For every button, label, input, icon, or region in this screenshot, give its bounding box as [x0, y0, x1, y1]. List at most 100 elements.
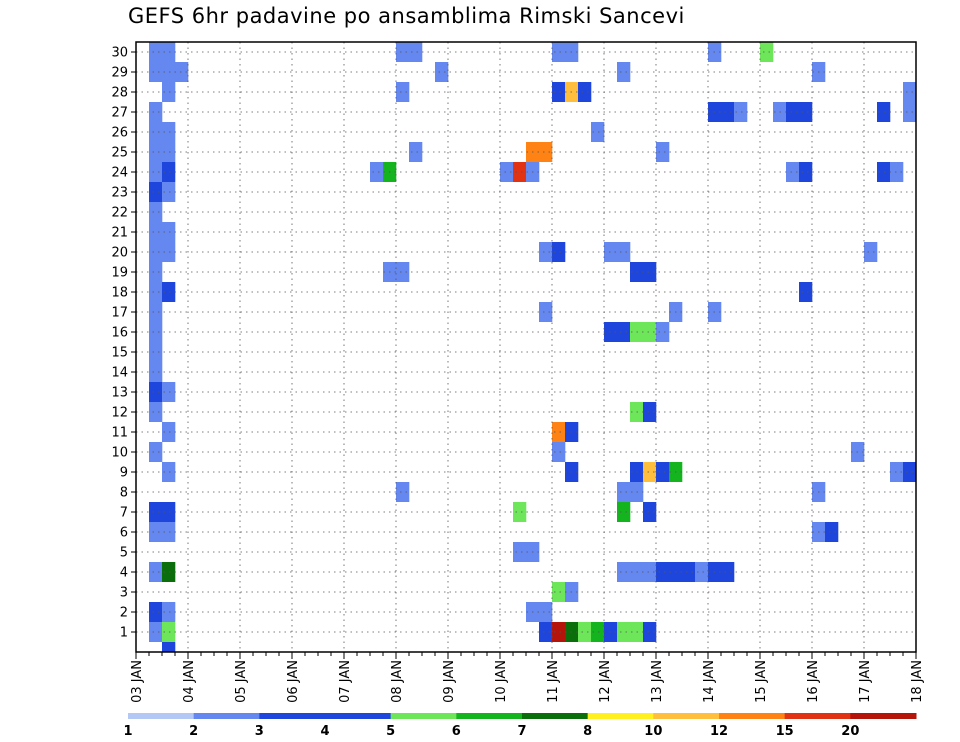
heatmap-cell	[162, 602, 176, 622]
heatmap-cell	[877, 102, 891, 122]
heatmap-cell	[162, 562, 176, 582]
x-tick-label: 15 JAN	[754, 660, 769, 703]
heatmap-cell	[552, 582, 566, 602]
heatmap-cell	[539, 602, 553, 622]
y-tick-label: 24	[111, 166, 128, 181]
heatmap-cell	[149, 162, 163, 182]
colorbar-label: 10	[644, 724, 662, 739]
heatmap-cell	[786, 102, 800, 122]
x-tick-label: 16 JAN	[806, 660, 821, 703]
heatmap-cell	[162, 162, 176, 182]
heatmap-cell	[162, 622, 176, 642]
y-tick-label: 11	[111, 426, 128, 441]
y-tick-label: 23	[111, 186, 128, 201]
heatmap-cell	[175, 62, 189, 82]
colorbar-label: 4	[320, 724, 329, 739]
heatmap-cell	[149, 282, 163, 302]
colorbar-label: 2	[189, 724, 198, 739]
heatmap-cell	[656, 322, 670, 342]
y-tick-label: 30	[111, 46, 128, 61]
y-tick-label: 22	[111, 206, 128, 221]
heatmap-cell	[162, 82, 176, 102]
x-tick-label: 13 JAN	[650, 660, 665, 703]
y-axis: 1234567891011121314151617181920212223242…	[111, 46, 136, 641]
colorbar-label: 15	[776, 724, 794, 739]
heatmap-cell	[643, 622, 657, 642]
y-tick-label: 29	[111, 66, 128, 81]
heatmap-cell	[643, 562, 657, 582]
heatmap-cell	[643, 462, 657, 482]
y-tick-label: 16	[111, 326, 128, 341]
x-tick-label: 12 JAN	[598, 660, 613, 703]
y-tick-label: 3	[120, 586, 128, 601]
colorbar-segment	[456, 713, 523, 719]
grid-lines	[136, 42, 916, 652]
y-tick-label: 1	[120, 626, 128, 641]
heatmap-cell	[552, 242, 566, 262]
heatmap-cell	[617, 62, 631, 82]
heatmap-cell	[578, 82, 592, 102]
x-tick-label: 06 JAN	[286, 660, 301, 703]
heatmap-cell	[162, 62, 176, 82]
heatmap-cell	[149, 182, 163, 202]
colorbar-label: 1	[123, 724, 132, 739]
heatmap-cell	[162, 422, 176, 442]
colorbar-segment	[390, 713, 457, 719]
colorbar-segment	[784, 713, 851, 719]
heatmap-cell	[149, 262, 163, 282]
y-tick-label: 13	[111, 386, 128, 401]
y-tick-label: 26	[111, 126, 128, 141]
x-tick-label: 05 JAN	[234, 660, 249, 703]
y-tick-label: 6	[120, 526, 128, 541]
colorbar-segment	[719, 713, 786, 719]
heatmap-cell	[552, 422, 566, 442]
heatmap-cell	[539, 622, 553, 642]
heatmap-cell	[513, 542, 527, 562]
heatmap-cell	[149, 382, 163, 402]
y-tick-label: 25	[111, 146, 128, 161]
colorbar-label: 6	[452, 724, 461, 739]
y-tick-label: 19	[111, 266, 128, 281]
heatmap-cell	[162, 522, 176, 542]
x-tick-label: 17 JAN	[858, 660, 873, 703]
y-tick-label: 27	[111, 106, 128, 121]
x-tick-label: 18 JAN	[910, 660, 925, 703]
heatmap-cell	[149, 242, 163, 262]
colorbar-label: 8	[583, 724, 592, 739]
heatmap-cell	[149, 202, 163, 222]
heatmap-cell	[162, 142, 176, 162]
heatmap-cell	[539, 142, 553, 162]
heatmap-cell	[162, 382, 176, 402]
colorbar-label: 7	[517, 724, 526, 739]
heatmap-cell	[617, 562, 631, 582]
heatmap-cell	[396, 42, 410, 62]
y-tick-label: 15	[111, 346, 128, 361]
x-tick-label: 08 JAN	[390, 660, 405, 703]
heatmap-cell	[149, 362, 163, 382]
colorbar-label: 12	[710, 724, 728, 739]
y-tick-label: 20	[111, 246, 128, 261]
x-tick-label: 03 JAN	[130, 660, 145, 703]
colorbar-segment	[193, 713, 260, 719]
heatmap-cell	[162, 182, 176, 202]
heatmap-cell	[149, 622, 163, 642]
heatmap-cell	[552, 622, 566, 642]
heatmap-cell	[149, 442, 163, 462]
heatmap-cell	[721, 102, 735, 122]
y-tick-label: 28	[111, 86, 128, 101]
heatmap-cell	[396, 82, 410, 102]
colorbar-segment	[325, 713, 392, 719]
heatmap-cell	[799, 162, 813, 182]
heatmap-cell	[604, 322, 618, 342]
heatmap-cell	[682, 562, 696, 582]
y-tick-label: 18	[111, 286, 128, 301]
heatmap-cell	[149, 222, 163, 242]
colorbar-label: 3	[255, 724, 264, 739]
y-tick-label: 9	[120, 466, 128, 481]
heatmap-cell	[149, 42, 163, 62]
heatmap-cell	[825, 522, 839, 542]
heatmap-cell	[552, 42, 566, 62]
heatmap-cell	[656, 142, 670, 162]
heatmap-cell	[552, 82, 566, 102]
heatmap-cell	[656, 562, 670, 582]
